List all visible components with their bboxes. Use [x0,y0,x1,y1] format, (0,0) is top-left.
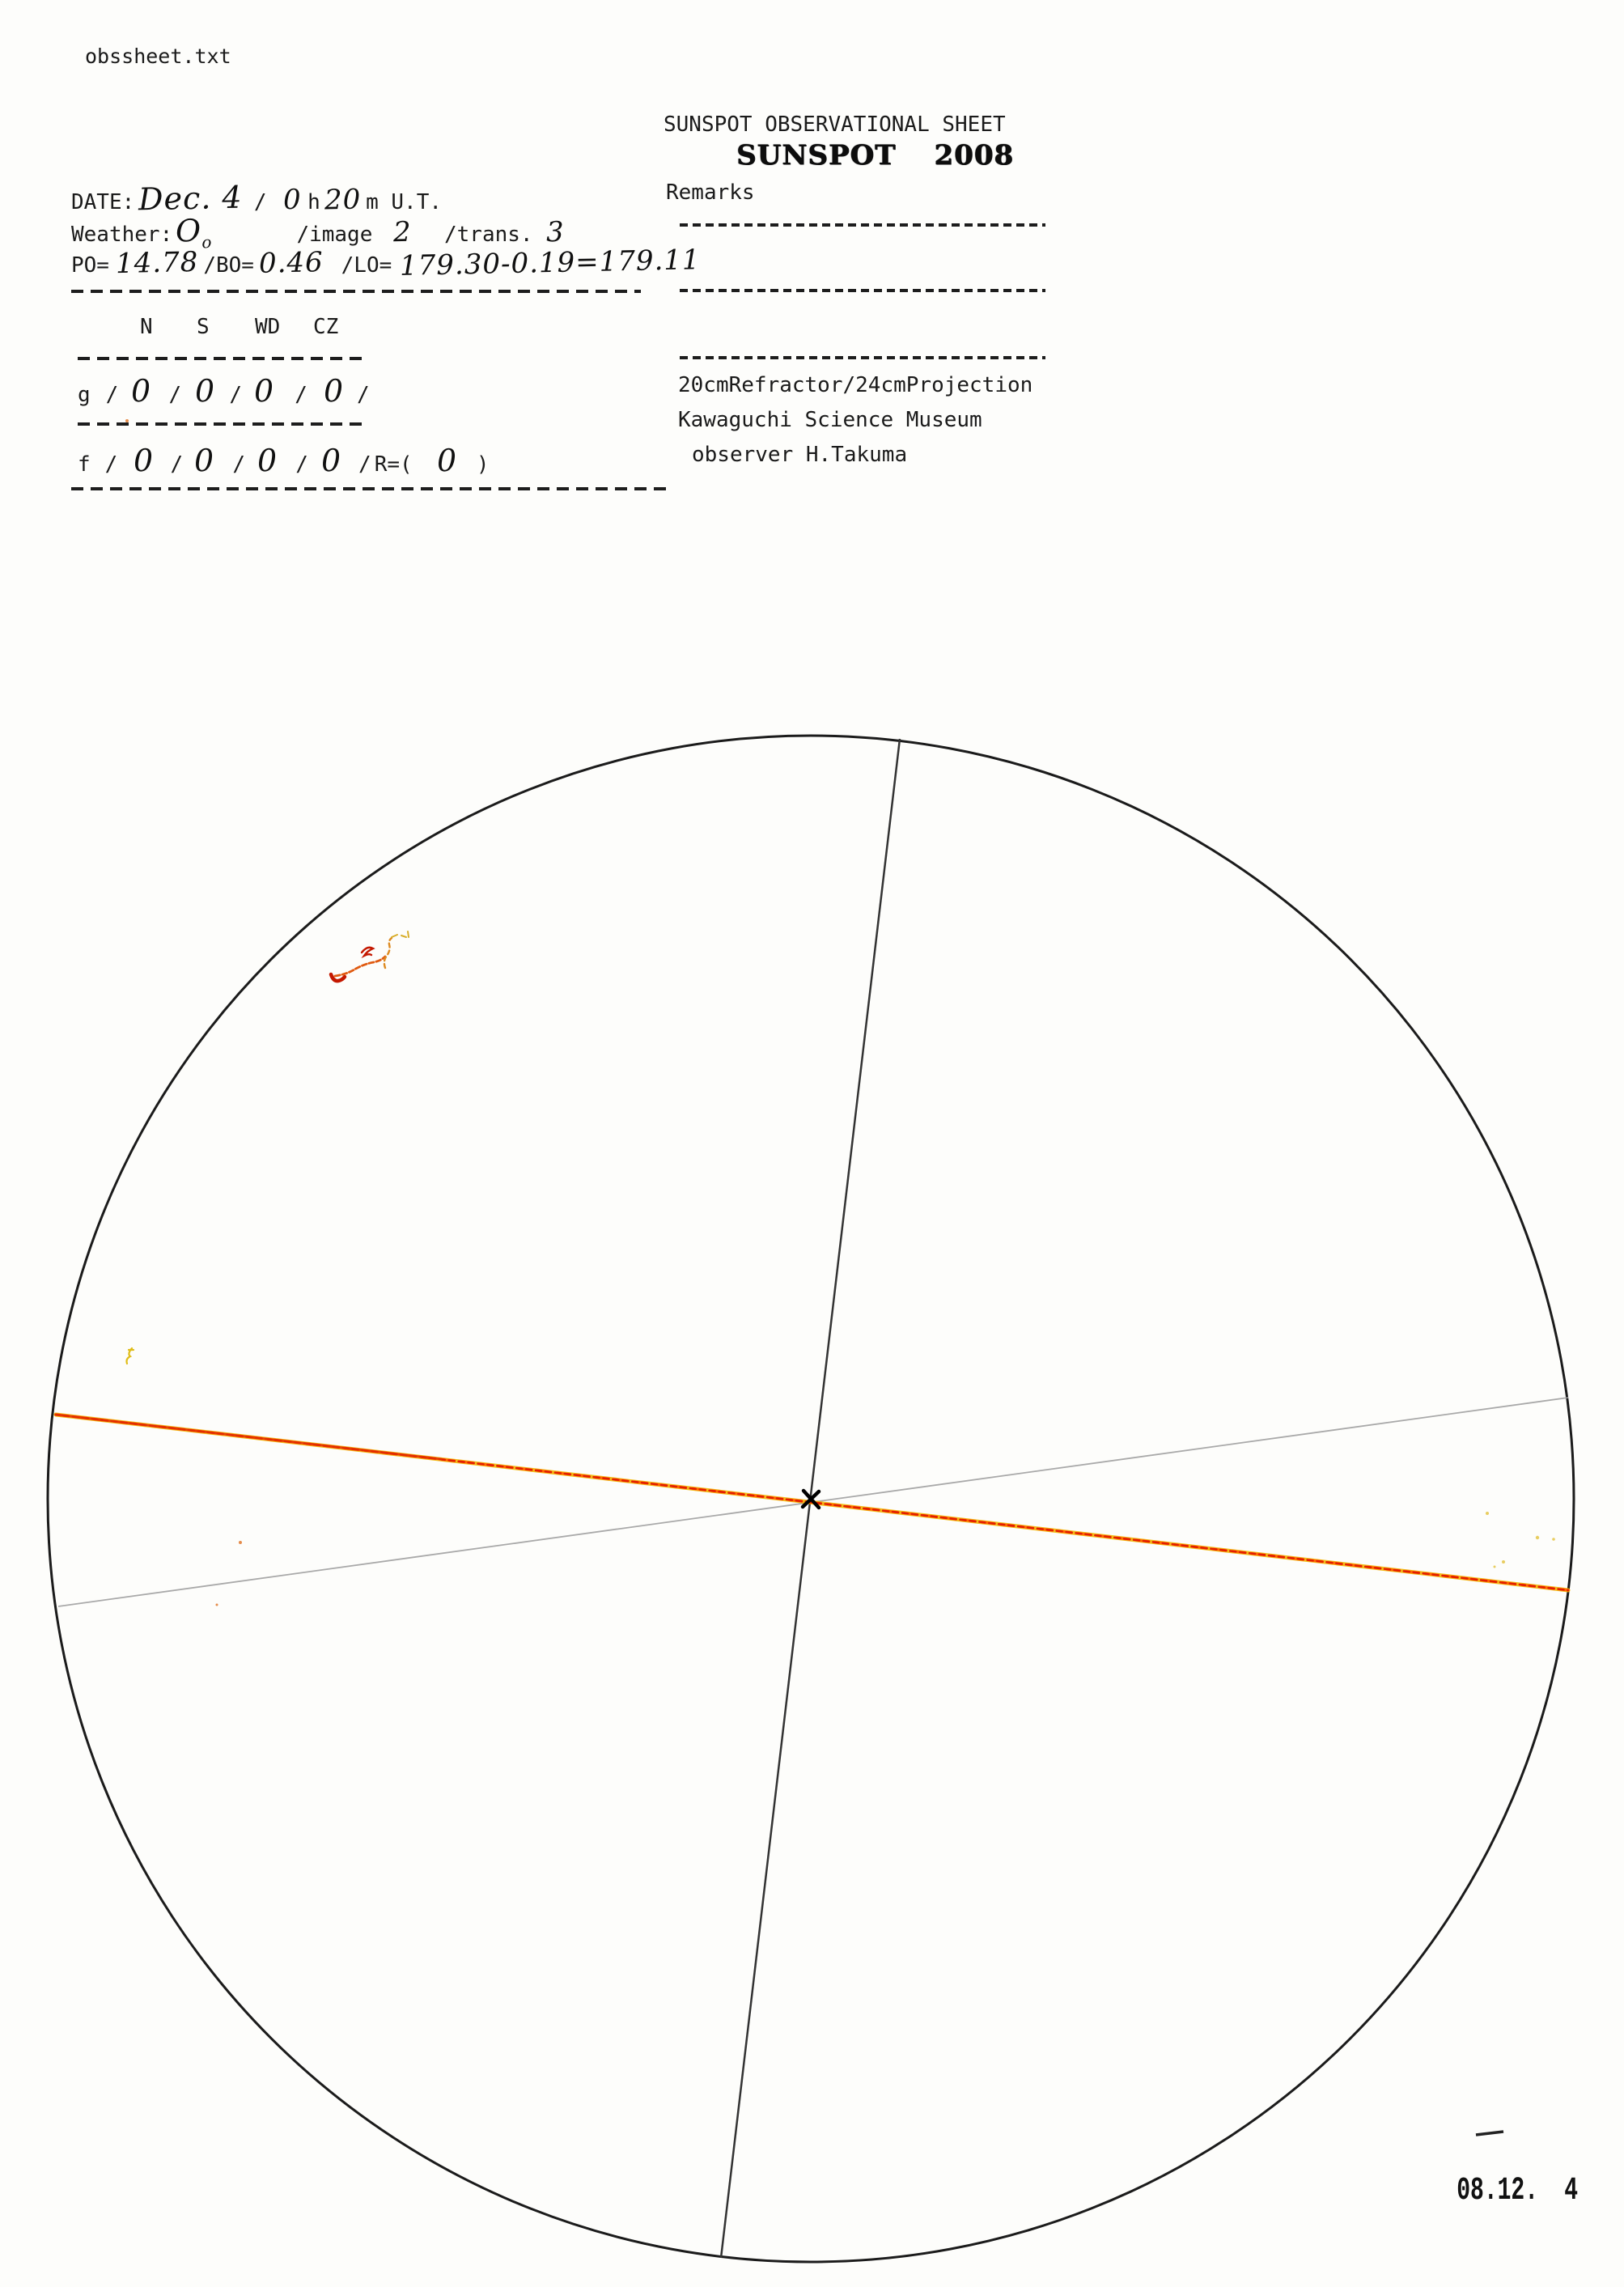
weather-label: Weather: [71,223,173,247]
date-stamp-month: 08.12. [1457,2173,1539,2209]
slash-separator: / [229,383,242,407]
slash-separator: / [357,383,370,407]
limb-circle [46,734,1575,2264]
observer-label: observer H.Takuma [692,443,908,467]
r-close: ) [476,452,490,477]
col-header-n: N [140,315,153,339]
slash-separator: / [170,452,184,477]
slash-separator: / [104,452,118,477]
remarks-rule [680,289,1045,292]
slash-separator: / [168,383,182,407]
col-header-s: S [197,315,210,339]
col-header-cz: CZ [313,315,339,339]
center-mark [800,1488,821,1510]
remarks-rule [680,356,1045,359]
facula-mark-left [125,1347,135,1365]
po-label: PO= [71,253,109,278]
slash-separator: / [105,383,119,407]
date-stamp: 08.12. 4 [1402,2136,1578,2246]
minute-unit-label: m U.T. [366,190,442,214]
table-row-f: f / 0 / 0 / 0 / 0 / R=( 0 ) [78,443,490,479]
table-row-g: g / 0 / 0 / 0 / 0 / [78,373,370,409]
sheet-title: SUNSPOT OBSERVATIONAL SHEET [664,112,1006,137]
stamp-title: SUNSPOT [736,139,897,172]
sheet-subtitle: SUNSPOT 2008 [736,139,1014,172]
weather-row: Weather: Oo /image 2 /trans. 3 [71,213,565,252]
dashed-rule [78,422,363,426]
dashed-rule [78,357,363,360]
institution-label: Kawaguchi Science Museum [678,408,982,432]
sunspot-sketch [329,931,409,983]
slash-separator: / [295,452,308,477]
slash-separator: / [232,452,245,477]
date-row: DATE: Dec. 4 / 0 h 20 m U.T. [71,180,442,218]
dashed-rule [71,290,641,293]
stamp-overline [1475,2130,1504,2136]
dashed-rule [71,487,673,490]
slash-separator: / [253,190,267,214]
col-header-wd: WD [255,315,281,339]
remarks-rule [680,223,1045,227]
hour-unit-label: h [307,190,320,214]
yellow-specks [1486,1512,1555,1568]
r-label: R=( [374,452,413,477]
row-label-g: g [78,383,91,407]
row-label-f: f [78,452,91,477]
orange-specks [125,419,242,1606]
trans-label: /trans. [444,223,533,247]
image-label: /image [296,223,373,247]
date-stamp-day: 4 [1564,2173,1579,2209]
bo-label: /BO= [203,253,254,278]
remarks-label: Remarks [666,180,755,205]
filename-label: obssheet.txt [85,45,231,68]
date-label: DATE: [71,190,135,214]
lo-label: /LO= [341,253,392,278]
slash-separator: / [358,452,371,477]
ephemeris-row: PO= 14.78 /BO= 0.46 /LO= 179.30-0.19=179… [71,244,701,282]
instrument-label: 20cmRefractor/24cmProjection [678,373,1033,397]
stamp-year: 2008 [934,139,1014,172]
slash-separator: / [295,383,307,407]
